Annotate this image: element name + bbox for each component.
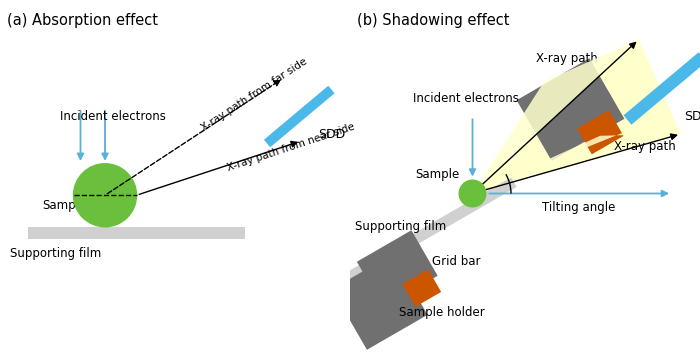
Polygon shape (473, 127, 680, 194)
Text: Supporting film: Supporting film (10, 247, 102, 260)
Polygon shape (473, 39, 680, 194)
Polygon shape (264, 86, 335, 147)
Text: Incident electrons: Incident electrons (60, 110, 165, 123)
Text: X-ray path: X-ray path (536, 52, 597, 65)
Polygon shape (517, 58, 624, 161)
Text: X-ray path: X-ray path (615, 140, 676, 153)
Text: SDD: SDD (318, 127, 346, 140)
Circle shape (74, 164, 136, 227)
Text: SDD: SDD (685, 110, 700, 123)
Polygon shape (577, 110, 624, 154)
Polygon shape (624, 52, 700, 125)
Text: Sample holder: Sample holder (399, 306, 484, 319)
Polygon shape (344, 177, 517, 283)
Bar (28, 227, 245, 239)
Text: Sample: Sample (414, 168, 459, 181)
Text: Tilting angle: Tilting angle (542, 201, 616, 214)
Text: Incident electrons: Incident electrons (413, 93, 519, 106)
Circle shape (459, 180, 486, 207)
Text: Supporting film: Supporting film (355, 220, 447, 233)
Polygon shape (402, 269, 441, 307)
Text: Grid bar: Grid bar (433, 255, 481, 268)
Polygon shape (357, 230, 438, 307)
Text: X-ray path from near side: X-ray path from near side (225, 122, 356, 173)
Polygon shape (473, 39, 638, 194)
Text: (b) Shadowing effect: (b) Shadowing effect (357, 13, 510, 28)
Text: Sample: Sample (42, 199, 86, 212)
Text: X-ray path from far side: X-ray path from far side (199, 56, 309, 133)
Text: (a) Absorption effect: (a) Absorption effect (7, 13, 158, 28)
Polygon shape (332, 254, 428, 350)
